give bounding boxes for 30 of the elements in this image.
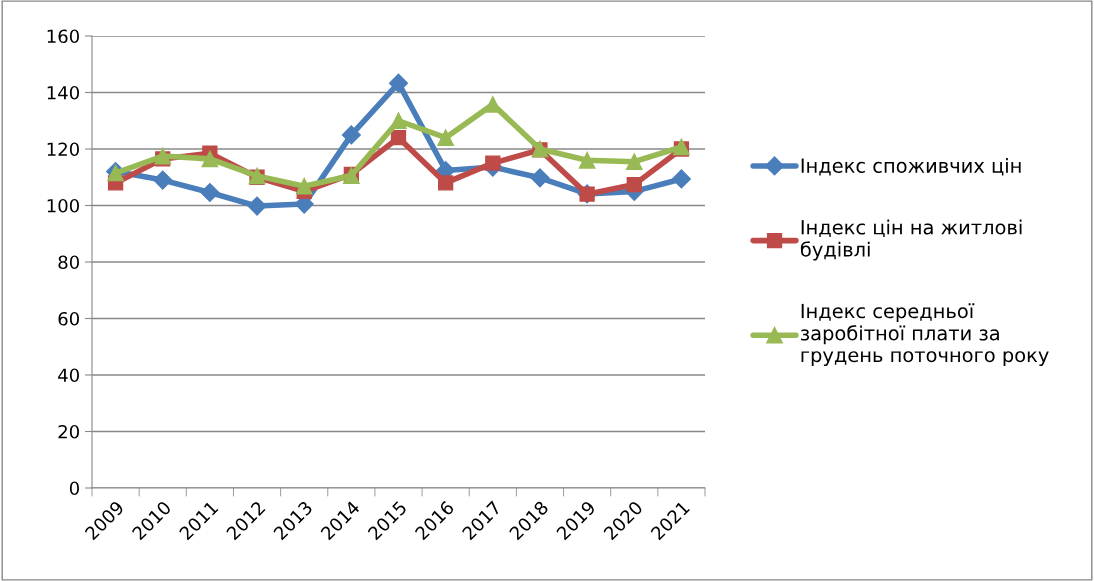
point bbox=[388, 73, 409, 93]
y-tick-label: 140 bbox=[47, 85, 79, 100]
point bbox=[390, 130, 407, 146]
y-tick-label: 160 bbox=[47, 29, 79, 44]
point bbox=[437, 129, 454, 147]
point bbox=[153, 170, 173, 190]
point bbox=[390, 112, 407, 130]
point bbox=[247, 196, 267, 216]
point bbox=[201, 150, 219, 168]
point bbox=[530, 168, 550, 188]
y-tick-label: 100 bbox=[47, 198, 79, 213]
y-tick-label: 80 bbox=[58, 255, 79, 270]
point bbox=[295, 177, 313, 195]
y-tick-label: 0 bbox=[69, 481, 79, 496]
y-tick-label: 120 bbox=[47, 142, 79, 157]
legend-label: Індекс середньої заробітної плати за грудень поточного року bbox=[801, 303, 1049, 367]
point bbox=[625, 153, 643, 171]
point bbox=[438, 175, 454, 191]
point bbox=[200, 182, 220, 203]
point bbox=[341, 125, 361, 145]
legend-label: Індекс цін на житлові будівлі bbox=[800, 219, 1022, 261]
y-tick-label: 20 bbox=[58, 424, 79, 439]
point bbox=[154, 147, 172, 165]
point bbox=[626, 176, 642, 193]
y-tick-label: 40 bbox=[58, 368, 79, 383]
point bbox=[485, 155, 501, 171]
point bbox=[671, 169, 691, 189]
y-tick-label: 60 bbox=[58, 311, 79, 326]
point bbox=[578, 151, 596, 169]
legend-label: Індекс споживчих цін bbox=[801, 157, 1021, 176]
